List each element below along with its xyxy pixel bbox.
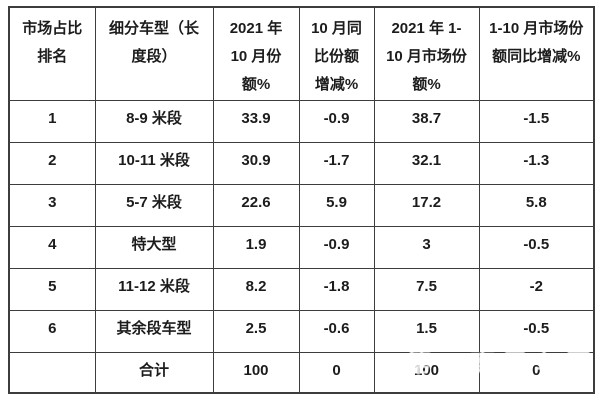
cell-rank: 1 [8, 99, 96, 143]
cell-oct-yoy: -0.9 [298, 225, 375, 269]
header-row: 市场占比 排名 细分车型（长 度段） 2021 年 10 月份 额% 10 月同… [8, 6, 595, 101]
cell-ytd-share: 100 [373, 351, 480, 394]
cell-oct-yoy: -1.8 [298, 267, 375, 311]
cell-oct-share: 22.6 [212, 183, 300, 227]
table-row: 3 5-7 米段 22.6 5.9 17.2 5.8 [8, 183, 595, 227]
cell-ytd-yoy: 0 [478, 351, 595, 394]
cell-oct-yoy: 0 [298, 351, 375, 394]
cell-oct-yoy: -1.7 [298, 141, 375, 185]
cell-oct-share: 8.2 [212, 267, 300, 311]
cell-oct-yoy: -0.9 [298, 99, 375, 143]
cell-ytd-yoy: -2 [478, 267, 595, 311]
table-row: 5 11-12 米段 8.2 -1.8 7.5 -2 [8, 267, 595, 311]
table-row-total: 合计 100 0 100 0 [8, 351, 595, 394]
cell-ytd-share: 17.2 [373, 183, 480, 227]
cell-ytd-yoy: -1.5 [478, 99, 595, 143]
table-row: 2 10-11 米段 30.9 -1.7 32.1 -1.3 [8, 141, 595, 185]
cell-ytd-share: 1.5 [373, 309, 480, 353]
cell-segment: 合计 [94, 351, 214, 394]
table-row: 6 其余段车型 2.5 -0.6 1.5 -0.5 [8, 309, 595, 353]
table-row: 1 8-9 米段 33.9 -0.9 38.7 -1.5 [8, 99, 595, 143]
header-market-share-rank: 市场占比 排名 [8, 6, 96, 101]
cell-oct-yoy: 5.9 [298, 183, 375, 227]
cell-oct-share: 2.5 [212, 309, 300, 353]
cell-ytd-yoy: -0.5 [478, 309, 595, 353]
cell-ytd-yoy: 5.8 [478, 183, 595, 227]
header-segment-type: 细分车型（长 度段） [94, 6, 214, 101]
header-oct-yoy-change: 10 月同 比份额 增减% [298, 6, 375, 101]
cell-ytd-share: 38.7 [373, 99, 480, 143]
cell-ytd-share: 7.5 [373, 267, 480, 311]
cell-oct-share: 30.9 [212, 141, 300, 185]
cell-segment: 11-12 米段 [94, 267, 214, 311]
cell-ytd-yoy: -0.5 [478, 225, 595, 269]
cell-oct-share: 1.9 [212, 225, 300, 269]
cell-rank: 2 [8, 141, 96, 185]
header-ytd-yoy-change: 1-10 月市场份 额同比增减% [478, 6, 595, 101]
table-row: 4 特大型 1.9 -0.9 3 -0.5 [8, 225, 595, 269]
cell-ytd-share: 3 [373, 225, 480, 269]
cell-rank: 6 [8, 309, 96, 353]
cell-rank [8, 351, 96, 394]
table-header: 市场占比 排名 细分车型（长 度段） 2021 年 10 月份 额% 10 月同… [8, 6, 595, 101]
cell-ytd-share: 32.1 [373, 141, 480, 185]
table-body: 1 8-9 米段 33.9 -0.9 38.7 -1.5 2 10-11 米段 … [8, 99, 595, 394]
cell-segment: 8-9 米段 [94, 99, 214, 143]
cell-rank: 5 [8, 267, 96, 311]
cell-oct-share: 33.9 [212, 99, 300, 143]
cell-segment: 5-7 米段 [94, 183, 214, 227]
header-ytd-share: 2021 年 1- 10 月市场份 额% [373, 6, 480, 101]
header-oct-share: 2021 年 10 月份 额% [212, 6, 300, 101]
cell-oct-yoy: -0.6 [298, 309, 375, 353]
cell-segment: 其余段车型 [94, 309, 214, 353]
cell-rank: 4 [8, 225, 96, 269]
market-share-table: 市场占比 排名 细分车型（长 度段） 2021 年 10 月份 额% 10 月同… [8, 6, 595, 394]
cell-segment: 特大型 [94, 225, 214, 269]
cell-ytd-yoy: -1.3 [478, 141, 595, 185]
cell-oct-share: 100 [212, 351, 300, 394]
cell-segment: 10-11 米段 [94, 141, 214, 185]
cell-rank: 3 [8, 183, 96, 227]
